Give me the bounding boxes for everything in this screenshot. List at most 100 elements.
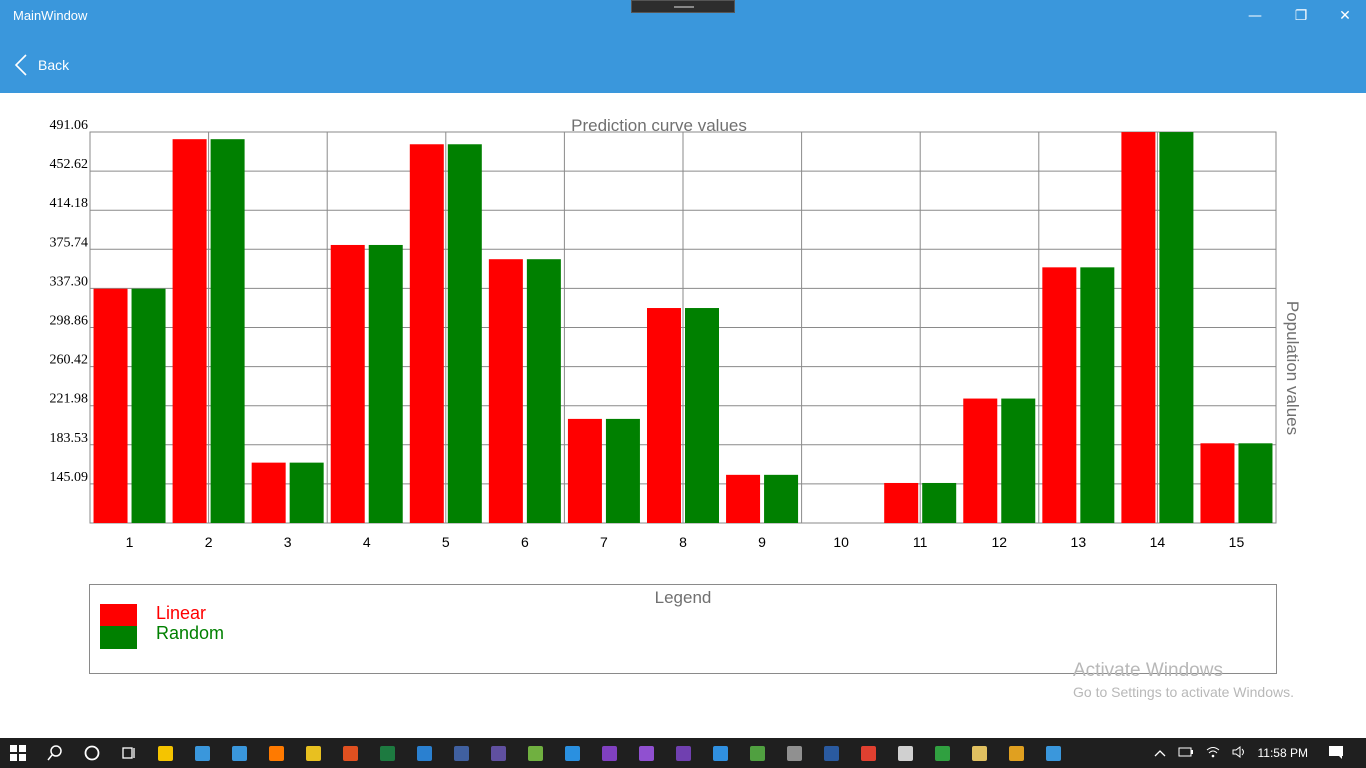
chart-title: Prediction curve values — [571, 116, 747, 135]
bar-random-11 — [922, 482, 957, 523]
app-icon[interactable] — [961, 738, 998, 768]
x-tick-label: 8 — [679, 534, 687, 550]
visual-studio-icon[interactable] — [591, 738, 628, 768]
chevron-up-icon[interactable] — [1154, 746, 1166, 760]
x-axis-ticks: 1 2 3 4 5 6 7 8 9 10 11 12 13 14 15 — [126, 534, 1245, 550]
legend-swatch-linear — [100, 604, 137, 627]
close-button[interactable]: ✕ — [1339, 8, 1351, 24]
app-icon-glyph — [861, 745, 876, 761]
app-icon[interactable] — [850, 738, 887, 768]
drag-handle[interactable] — [631, 0, 735, 13]
app-icon[interactable] — [776, 738, 813, 768]
file-explorer-icon-glyph — [158, 745, 173, 761]
bar-linear-2 — [172, 139, 207, 523]
app-icon-glyph — [972, 745, 987, 761]
store-icon-glyph — [195, 745, 210, 761]
back-button[interactable]: Back — [14, 52, 69, 78]
store-icon[interactable] — [184, 738, 221, 768]
task-view-icon[interactable] — [110, 738, 147, 768]
y-tick-label: 491.06 — [50, 118, 89, 133]
app-icon[interactable] — [887, 738, 924, 768]
bar-linear-13 — [1042, 267, 1077, 523]
powershell-icon[interactable] — [813, 738, 850, 768]
vscode-icon[interactable] — [554, 738, 591, 768]
wifi-icon[interactable] — [1206, 746, 1220, 761]
y-axis-ticks: 491.06 452.62 414.18 375.74 337.30 298.86 260.… — [50, 118, 89, 485]
x-tick-label: 4 — [363, 534, 371, 550]
app-icon[interactable] — [332, 738, 369, 768]
chrome-icon[interactable] — [295, 738, 332, 768]
x-tick-label: 13 — [1071, 534, 1087, 550]
x-tick-label: 12 — [991, 534, 1007, 550]
app-icon[interactable] — [739, 738, 776, 768]
mail-icon[interactable] — [221, 738, 258, 768]
eclipse-icon[interactable] — [480, 738, 517, 768]
bar-linear-12 — [963, 398, 998, 523]
chrome-icon-glyph — [306, 745, 321, 761]
battery-icon[interactable] — [1178, 746, 1194, 760]
firefox-icon[interactable] — [258, 738, 295, 768]
minimize-button[interactable]: — — [1248, 8, 1262, 24]
y-tick-label: 337.30 — [50, 274, 89, 289]
android-studio-icon[interactable] — [517, 738, 554, 768]
app-icon[interactable] — [924, 738, 961, 768]
app-icon[interactable] — [998, 738, 1035, 768]
y-tick-label: 260.42 — [50, 353, 89, 368]
volume-icon[interactable] — [1232, 745, 1246, 761]
bar-linear-9 — [726, 474, 761, 523]
taskbar-apps — [147, 738, 1072, 768]
app-icon[interactable] — [443, 738, 480, 768]
bar-linear-5 — [409, 144, 444, 523]
bar-random-5 — [447, 144, 482, 523]
notifications-icon[interactable] — [1328, 745, 1344, 762]
bar-linear-8 — [647, 308, 681, 523]
window-title: MainWindow — [13, 8, 88, 23]
bar-random-7 — [605, 418, 640, 523]
app-icon[interactable] — [1035, 738, 1072, 768]
bar-linear-15 — [1200, 443, 1235, 523]
windows-start-icon[interactable] — [0, 738, 36, 768]
app-icon-glyph — [1046, 745, 1061, 761]
x-tick-label: 15 — [1229, 534, 1245, 550]
x-tick-label: 3 — [284, 534, 292, 550]
y-tick-label: 298.86 — [50, 313, 89, 328]
visual-studio-icon[interactable] — [665, 738, 702, 768]
bar-linear-3 — [251, 462, 286, 523]
app-icon-glyph — [750, 745, 765, 761]
app-icon-glyph — [343, 745, 358, 761]
excel-icon-glyph — [380, 745, 395, 761]
bar-linear-6 — [488, 259, 523, 523]
file-explorer-icon[interactable] — [147, 738, 184, 768]
visual-studio-icon-glyph — [602, 745, 617, 761]
x-tick-label: 2 — [205, 534, 213, 550]
app-icon[interactable] — [702, 738, 739, 768]
bar-linear-7 — [567, 418, 602, 523]
cortana-icon[interactable] — [73, 738, 110, 768]
bar-random-1 — [131, 288, 166, 523]
bar-random-12 — [1001, 398, 1036, 523]
bar-random-8 — [685, 308, 719, 523]
visual-studio-icon[interactable] — [628, 738, 665, 768]
edge-icon[interactable] — [406, 738, 443, 768]
y-tick-label: 414.18 — [50, 196, 89, 211]
clock[interactable]: 11:58 PM — [1257, 746, 1308, 760]
android-studio-icon-glyph — [528, 745, 543, 761]
mail-icon-glyph — [232, 745, 247, 761]
search-icon[interactable] — [36, 738, 73, 768]
legend-swatch-random — [100, 626, 137, 649]
firefox-icon-glyph — [269, 745, 284, 761]
bar-random-4 — [368, 244, 403, 523]
taskbar: 11:58 PM — [0, 738, 1366, 768]
x-tick-label: 5 — [442, 534, 450, 550]
legend: Legend Linear Random — [89, 584, 1277, 674]
excel-icon[interactable] — [369, 738, 406, 768]
bar-linear-1 — [93, 288, 128, 523]
system-tray: 11:58 PM — [1148, 738, 1366, 768]
x-tick-label: 1 — [126, 534, 134, 550]
app-icon-glyph — [935, 745, 950, 761]
bar-chart: Prediction curve values 491.06 452.62 414.… — [50, 116, 1303, 550]
bar-random-9 — [764, 474, 799, 523]
bar-random-6 — [526, 259, 561, 523]
maximize-button[interactable]: ❐ — [1294, 8, 1308, 24]
watermark-title: Activate Windows — [1073, 660, 1223, 681]
